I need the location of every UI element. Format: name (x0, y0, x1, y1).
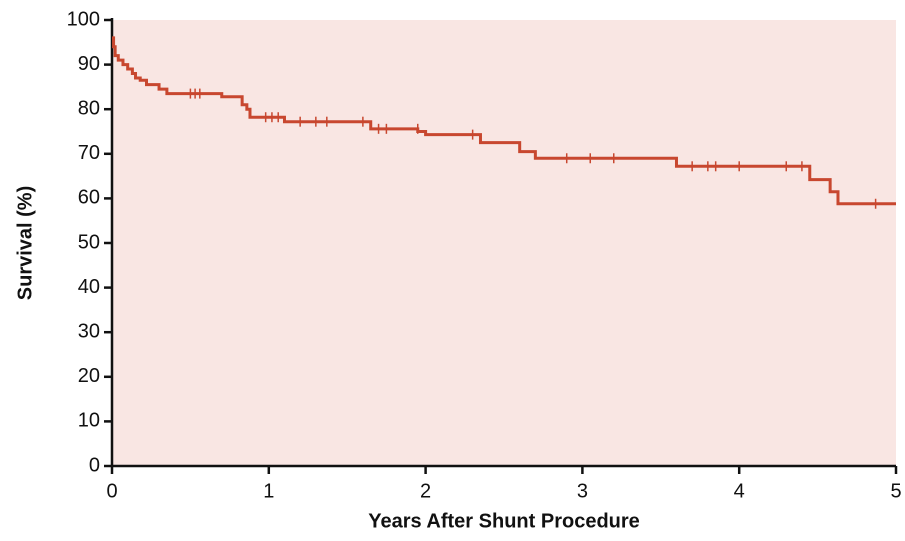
y-tick-label: 30 (78, 320, 100, 342)
y-tick-label: 60 (78, 187, 100, 209)
y-tick-label: 40 (78, 276, 100, 298)
x-tick-label: 3 (577, 480, 588, 502)
plot-background (112, 20, 896, 466)
x-tick-label: 1 (263, 480, 274, 502)
y-tick-label: 70 (78, 142, 100, 164)
x-tick-label: 4 (734, 480, 745, 502)
x-tick-label: 2 (420, 480, 431, 502)
y-tick-label: 0 (89, 454, 100, 476)
y-tick-label: 50 (78, 231, 100, 253)
x-tick-label: 5 (890, 480, 901, 502)
y-tick-label: 20 (78, 365, 100, 387)
y-tick-label: 10 (78, 410, 100, 432)
y-axis-label: Survival (%) (14, 186, 36, 300)
y-tick-label: 80 (78, 97, 100, 119)
survival-curve (112, 36, 896, 206)
x-tick-label: 0 (106, 480, 117, 502)
y-tick-label: 100 (67, 8, 100, 30)
y-tick-label: 90 (78, 53, 100, 75)
x-axis-label: Years After Shunt Procedure (368, 510, 640, 532)
